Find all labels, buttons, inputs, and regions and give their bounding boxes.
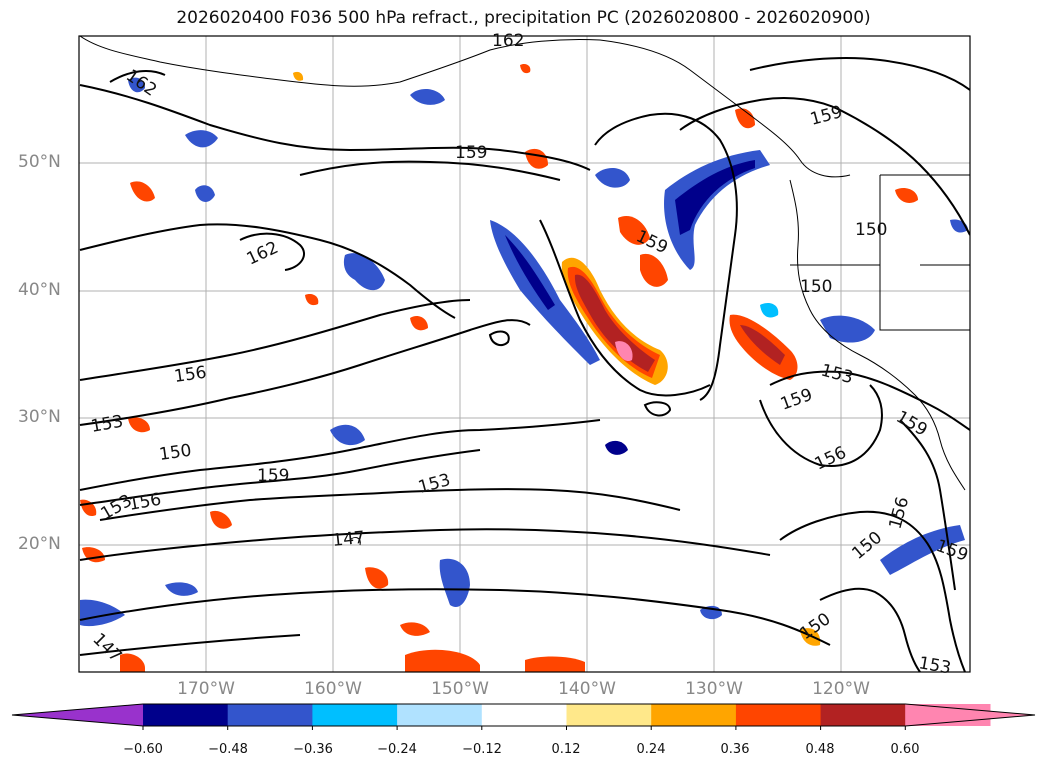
contour-label: 156	[173, 363, 208, 387]
precip-positive-patches	[80, 63, 918, 672]
coastlines	[79, 36, 970, 546]
colorbar-tick-label: −0.48	[208, 742, 248, 757]
contour-lines	[79, 57, 970, 672]
colorbar	[11, 703, 1036, 730]
colorbar-tick-label: −0.60	[123, 742, 163, 757]
lon-label: 150°W	[431, 679, 489, 699]
colorbar-segment	[397, 704, 483, 726]
lat-label: 20°N	[18, 534, 61, 554]
colorbar-tick-label: 0.36	[720, 742, 750, 757]
colorbar-tick-label: 0.24	[636, 742, 666, 757]
colorbar-segment	[227, 704, 313, 726]
contour-label: 162	[492, 31, 524, 51]
contour-label: 150	[158, 441, 193, 465]
precip-negative-patches	[80, 77, 968, 627]
colorbar-segment	[312, 704, 398, 726]
colorbar-segment	[651, 704, 737, 726]
lat-label: 50°N	[18, 152, 61, 172]
lon-label: 130°W	[685, 679, 743, 699]
colorbar-segment	[143, 704, 229, 726]
colorbar-tick-label: −0.24	[377, 742, 417, 757]
colorbar-tick-label: 0.12	[551, 742, 581, 757]
contour-label: 153	[917, 653, 952, 678]
contour-label: 159	[455, 143, 487, 163]
colorbar-tick-label: −0.12	[462, 742, 502, 757]
contour-label: 150	[855, 220, 887, 240]
colorbar-extend-high	[905, 704, 1035, 726]
colorbar-segment	[735, 704, 822, 726]
colorbar-segment	[481, 704, 567, 726]
colorbar-tick-label: −0.36	[293, 742, 333, 757]
lat-label: 40°N	[18, 280, 61, 300]
lon-label: 120°W	[812, 679, 870, 699]
contour-label: 150	[800, 277, 832, 297]
map-title: 2026020400 F036 500 hPa refract., precip…	[176, 8, 871, 28]
lon-label: 160°W	[304, 679, 362, 699]
colorbar-tick-label: 0.48	[805, 742, 835, 757]
colorbar-extend-low	[12, 704, 143, 726]
contour-label: 159	[257, 466, 289, 486]
contour-label: 147	[331, 528, 365, 551]
colorbar-tick-label: 0.60	[890, 742, 920, 757]
lat-label: 30°N	[18, 407, 61, 427]
map-background	[79, 36, 970, 672]
lon-label: 140°W	[558, 679, 616, 699]
colorbar-segment	[820, 704, 906, 726]
lon-label: 170°W	[177, 679, 235, 699]
colorbar-segment	[566, 704, 652, 726]
map-frame	[78, 35, 971, 673]
